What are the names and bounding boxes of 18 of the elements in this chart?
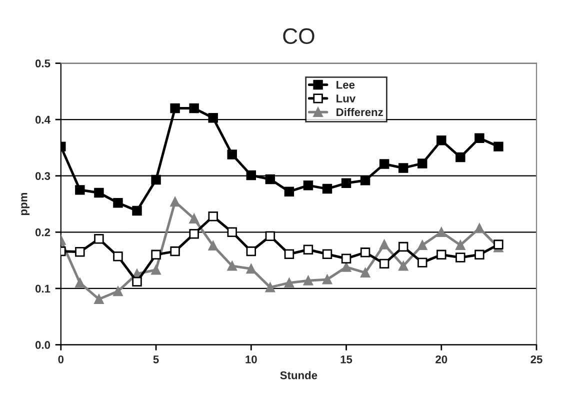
- x-tick-label: 25: [530, 355, 542, 364]
- chart-title: CO: [283, 28, 314, 44]
- y-tick-label: 0.1: [35, 284, 50, 293]
- y-tick-label: 0.2: [35, 228, 50, 236]
- x-tick-label: 20: [436, 355, 448, 364]
- x-tick-label: 5: [153, 356, 159, 364]
- y-tick-label: 0.4: [35, 116, 50, 124]
- y-tick-label: 0.3: [35, 172, 50, 180]
- legend-label: Differenz: [336, 108, 383, 116]
- legend-label: Lee: [336, 80, 355, 89]
- x-tick-label: 0: [58, 355, 64, 364]
- legend-label: Luv: [336, 94, 356, 102]
- x-tick-label: 15: [340, 356, 352, 364]
- y-tick-label: 0.0: [35, 341, 50, 349]
- y-tick-label: 0.5: [35, 60, 50, 68]
- x-tick-label: 10: [246, 355, 257, 364]
- x-axis-title: Stunde: [280, 371, 318, 380]
- y-axis-title: ppm: [21, 192, 30, 215]
